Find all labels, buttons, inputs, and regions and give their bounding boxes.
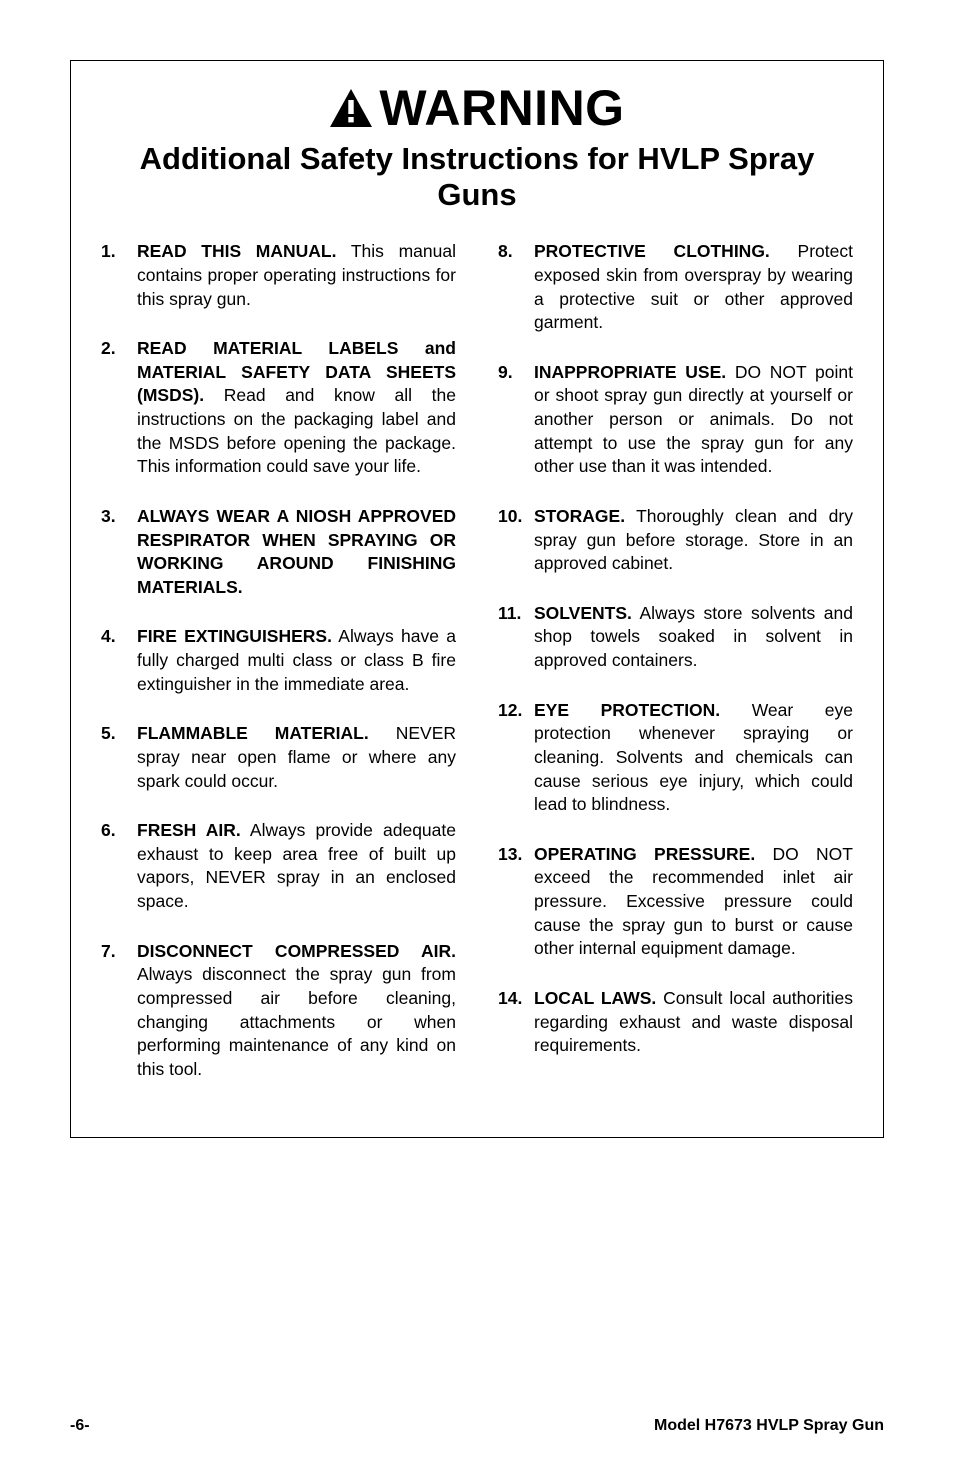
item-number: 3.	[101, 505, 137, 600]
list-item: 9.INAPPROPRIATE USE. DO NOT point or sho…	[498, 361, 853, 479]
item-number: 13.	[498, 843, 534, 961]
item-number: 11.	[498, 602, 534, 673]
item-body: FRESH AIR. Always provide adequate exhau…	[137, 819, 456, 914]
footer-page-number: -6-	[70, 1417, 90, 1435]
item-lead: OPERATING PRESSURE.	[534, 844, 755, 864]
item-body: OPERATING PRESSURE. DO NOT exceed the re…	[534, 843, 853, 961]
list-item: 14.LOCAL LAWS. Consult local authorities…	[498, 987, 853, 1058]
item-body: PROTECTIVE CLOTHING. Protect exposed ski…	[534, 240, 853, 335]
item-number: 2.	[101, 337, 137, 479]
list-item: 2.READ MATERIAL LABELS and MATERIAL SAFE…	[101, 337, 456, 479]
list-item: 10.STORAGE. Thoroughly clean and dry spr…	[498, 505, 853, 576]
item-lead: STORAGE.	[534, 506, 625, 526]
left-column: 1.READ THIS MANUAL. This manual contains…	[101, 240, 456, 1107]
item-body: SOLVENTS. Always store solvents and shop…	[534, 602, 853, 673]
item-number: 6.	[101, 819, 137, 914]
list-item: 12.EYE PROTECTION. Wear eye protection w…	[498, 699, 853, 817]
item-number: 9.	[498, 361, 534, 479]
item-lead: READ THIS MANUAL.	[137, 241, 337, 261]
item-lead: ALWAYS WEAR A NIOSH APPROVED RESPIRATOR …	[137, 506, 456, 597]
item-number: 1.	[101, 240, 137, 311]
item-body: LOCAL LAWS. Consult local authorities re…	[534, 987, 853, 1058]
item-body: FIRE EXTINGUISHERS. Always have a fully …	[137, 625, 456, 696]
page-footer: -6- Model H7673 HVLP Spray Gun	[70, 1417, 884, 1435]
item-number: 14.	[498, 987, 534, 1058]
list-item: 5.FLAMMABLE MATERIAL. NEVER spray near o…	[101, 722, 456, 793]
warning-title-row: WARNING	[329, 79, 624, 137]
item-lead: PROTECTIVE CLOTHING.	[534, 241, 770, 261]
list-item: 11.SOLVENTS. Always store solvents and s…	[498, 602, 853, 673]
item-body: FLAMMABLE MATERIAL. NEVER spray near ope…	[137, 722, 456, 793]
warning-box: WARNING Additional Safety Instructions f…	[70, 60, 884, 1138]
item-body: READ THIS MANUAL. This manual contains p…	[137, 240, 456, 311]
warning-word: WARNING	[379, 79, 624, 137]
list-item: 7.DISCONNECT COMPRESSED AIR. Always disc…	[101, 940, 456, 1082]
item-lead: LOCAL LAWS.	[534, 988, 656, 1008]
item-body: READ MATERIAL LABELS and MATERIAL SAFETY…	[137, 337, 456, 479]
item-lead: FLAMMABLE MATERIAL.	[137, 723, 369, 743]
item-lead: DISCONNECT COMPRESSED AIR.	[137, 941, 456, 961]
item-body: DISCONNECT COMPRESSED AIR. Always discon…	[137, 940, 456, 1082]
item-body: INAPPROPRIATE USE. DO NOT point or shoot…	[534, 361, 853, 479]
item-number: 12.	[498, 699, 534, 817]
item-lead: SOLVENTS.	[534, 603, 632, 623]
list-item: 4.FIRE EXTINGUISHERS. Always have a full…	[101, 625, 456, 696]
item-number: 5.	[101, 722, 137, 793]
list-item: 3.ALWAYS WEAR A NIOSH APPROVED RESPIRATO…	[101, 505, 456, 600]
footer-model: Model H7673 HVLP Spray Gun	[654, 1417, 884, 1435]
item-number: 4.	[101, 625, 137, 696]
warning-header: WARNING	[101, 79, 853, 137]
list-item: 1.READ THIS MANUAL. This manual contains…	[101, 240, 456, 311]
item-text: Always disconnect the spray gun from com…	[137, 964, 456, 1079]
right-column: 8.PROTECTIVE CLOTHING. Protect exposed s…	[498, 240, 853, 1107]
item-number: 10.	[498, 505, 534, 576]
list-item: 13.OPERATING PRESSURE. DO NOT exceed the…	[498, 843, 853, 961]
list-item: 6.FRESH AIR. Always provide adequate exh…	[101, 819, 456, 914]
subtitle: Additional Safety Instructions for HVLP …	[101, 141, 853, 212]
list-item: 8.PROTECTIVE CLOTHING. Protect exposed s…	[498, 240, 853, 335]
item-body: STORAGE. Thoroughly clean and dry spray …	[534, 505, 853, 576]
item-lead: FRESH AIR.	[137, 820, 241, 840]
item-body: EYE PROTECTION. Wear eye protection when…	[534, 699, 853, 817]
item-lead: EYE PROTECTION.	[534, 700, 720, 720]
item-number: 8.	[498, 240, 534, 335]
columns: 1.READ THIS MANUAL. This manual contains…	[101, 240, 853, 1107]
item-lead: INAPPROPRIATE USE.	[534, 362, 726, 382]
warning-triangle-icon	[329, 88, 373, 128]
item-number: 7.	[101, 940, 137, 1082]
item-lead: FIRE EXTINGUISHERS.	[137, 626, 332, 646]
document-page: WARNING Additional Safety Instructions f…	[0, 0, 954, 1475]
item-body: ALWAYS WEAR A NIOSH APPROVED RESPIRATOR …	[137, 505, 456, 600]
